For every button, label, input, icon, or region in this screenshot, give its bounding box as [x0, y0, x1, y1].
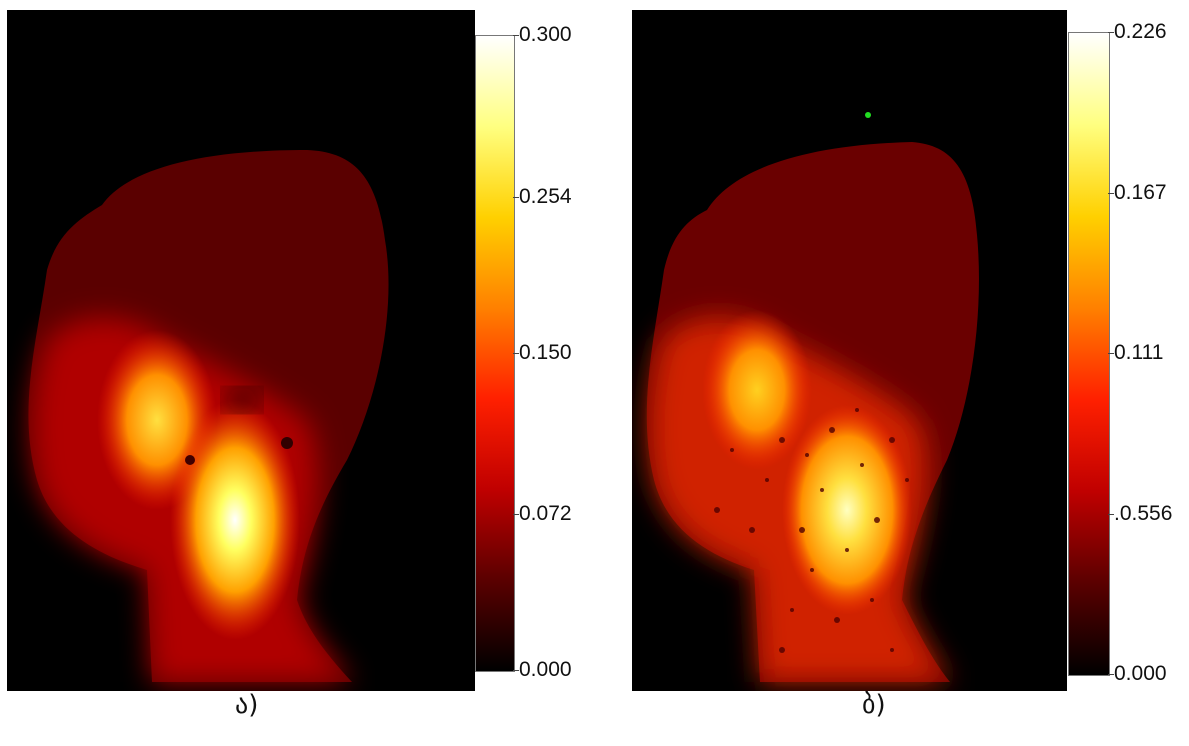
colorbar-tick-label: 0.072: [519, 502, 572, 525]
colorbar-tick-label: .0.556: [1114, 502, 1173, 525]
colorbar-b: [1068, 32, 1110, 676]
colorbar-tick-label: 0.111: [1114, 341, 1164, 364]
speckles-b: [714, 408, 909, 653]
colorbar-tick-label: 0.226: [1114, 20, 1167, 43]
hotspot-neck-b: [782, 405, 912, 615]
heatmap-b: [632, 10, 1067, 691]
colorbar-tick-mark: [1108, 674, 1114, 675]
colorbar-tick-mark: [513, 35, 519, 36]
heatmap-a: [7, 10, 475, 691]
heatmap-b-image: [646, 112, 979, 682]
colorbar-tick-label: 0.000: [519, 658, 572, 681]
green-marker: [865, 112, 871, 118]
colorbar-tick-mark: [1108, 193, 1114, 194]
colorbar-tick-mark: [513, 514, 519, 515]
heatmap-a-image: [28, 150, 389, 682]
colorbar-a: [475, 35, 515, 672]
colorbar-tick-label: 0.300: [519, 23, 572, 46]
colorbar-tick-label: 0.167: [1114, 181, 1167, 204]
colorbar-tick-mark: [1108, 514, 1114, 515]
panel-label-a: ა): [235, 690, 259, 720]
hotspot-cheek-b: [702, 310, 812, 470]
colorbar-tick-mark: [1108, 353, 1114, 354]
hotspot-neck-a: [170, 400, 300, 640]
colorbar-tick-mark: [1108, 32, 1114, 33]
colorbar-tick-mark: [513, 197, 519, 198]
panel-label-b: ბ): [862, 690, 886, 720]
colorbar-tick-label: 0.150: [519, 341, 572, 364]
colorbar-tick-label: 0.000: [1114, 662, 1167, 685]
colorbar-tick-label: 0.254: [519, 185, 572, 208]
colorbar-tick-mark: [513, 353, 519, 354]
colorbar-tick-mark: [513, 670, 519, 671]
